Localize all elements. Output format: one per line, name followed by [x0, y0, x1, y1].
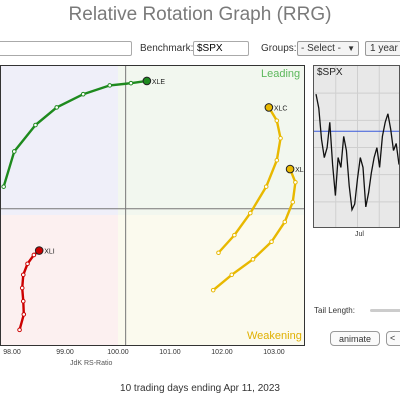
animate-button[interactable]: animate: [330, 331, 380, 346]
data-point-xlc: [274, 118, 280, 123]
x-tick-label: 98.00: [3, 349, 21, 356]
data-point-xli: [34, 246, 44, 255]
quadrant-leading: [118, 66, 304, 215]
series-label-xli: XLI: [44, 249, 55, 256]
chevron-down-icon: ▼: [347, 44, 355, 53]
x-tick-label: 101.00: [159, 349, 181, 356]
tail-length-slider[interactable]: [370, 309, 400, 312]
series-label-xlc: XLC: [274, 105, 288, 112]
data-point-xlc: [263, 184, 269, 189]
data-point-xlk: [250, 257, 256, 262]
series-label-xle: XLE: [152, 79, 166, 86]
series-line-xlk: [212, 168, 297, 292]
data-point-xlc: [274, 157, 280, 163]
groups-label: Groups:: [261, 43, 297, 54]
data-point-xlc: [278, 135, 283, 141]
data-point-xli: [17, 327, 22, 333]
period-select[interactable]: 1 year: [365, 41, 400, 56]
benchmark-label: Benchmark:: [140, 43, 194, 54]
rrg-chart[interactable]: XLE XLI XLC XLK Leading Weakening: [0, 65, 305, 346]
data-point-xlk: [285, 164, 295, 174]
toolbar: Benchmark: Groups: - Select - ▼ 1 year: [0, 41, 400, 59]
data-point-xle: [11, 149, 17, 154]
benchmark-panel: $SPX: [313, 65, 400, 228]
benchmark-symbol: $SPX: [317, 67, 343, 78]
benchmark-price-chart: [314, 66, 399, 227]
data-point-xlc: [216, 250, 221, 256]
benchmark-price-line: [315, 93, 399, 212]
data-point-xlk: [293, 179, 298, 185]
x-axis-ticks: 98.00 99.00 100.00 101.00 102.00 103.00: [0, 349, 305, 361]
data-point-xle: [128, 80, 134, 86]
data-point-xlk: [269, 239, 274, 245]
series-line-xlc: [217, 106, 282, 254]
series-label-xlk: XLK: [295, 167, 305, 174]
leading-quadrant-label: Leading: [261, 68, 301, 80]
data-point-xlc: [248, 210, 253, 216]
data-point-xlk: [210, 287, 216, 293]
x-axis-label: JdK RS-Ratio: [70, 360, 113, 367]
quadrant-improving: [1, 66, 118, 215]
data-point-xle: [107, 83, 113, 88]
step-back-button[interactable]: <: [386, 331, 400, 346]
data-point-xli: [31, 252, 37, 258]
data-point-xli: [25, 261, 30, 267]
x-tick-label: 100.00: [107, 349, 129, 356]
data-point-xlc: [232, 232, 237, 238]
groups-select[interactable]: - Select - ▼: [297, 41, 359, 56]
page-title: Relative Rotation Graph (RRG): [68, 4, 332, 25]
x-tick-label: 103.00: [263, 349, 285, 356]
data-point-xli: [20, 272, 26, 278]
tail-length-label: Tail Length:: [314, 306, 355, 315]
data-point-xlc: [264, 103, 274, 112]
data-point-xle: [54, 105, 59, 110]
series-line-xle: [2, 79, 148, 188]
data-point-xli: [19, 285, 25, 291]
benchmark-month-label: Jul: [355, 231, 364, 238]
data-point-xlk: [229, 272, 235, 278]
groups-select-value: - Select -: [301, 43, 342, 54]
data-point-xlk: [290, 199, 296, 205]
quadrant-weakening: [118, 215, 304, 345]
x-tick-label: 102.00: [211, 349, 233, 356]
data-point-xli: [20, 298, 26, 304]
data-point-xli: [21, 312, 27, 317]
benchmark-input[interactable]: [193, 41, 249, 56]
data-point-xle: [142, 76, 152, 86]
symbols-input[interactable]: [0, 41, 132, 56]
x-tick-label: 99.00: [56, 349, 74, 356]
data-point-xle: [80, 91, 86, 97]
period-select-value: 1 year: [370, 43, 398, 54]
data-point-xlk: [282, 219, 288, 225]
data-point-xle: [33, 122, 38, 128]
weakening-quadrant-label: Weakening: [247, 330, 302, 342]
date-range-footer: 10 trading days ending Apr 11, 2023: [120, 383, 280, 394]
data-point-xle: [1, 184, 6, 189]
rrg-plot: XLE XLI XLC XLK: [1, 66, 305, 345]
